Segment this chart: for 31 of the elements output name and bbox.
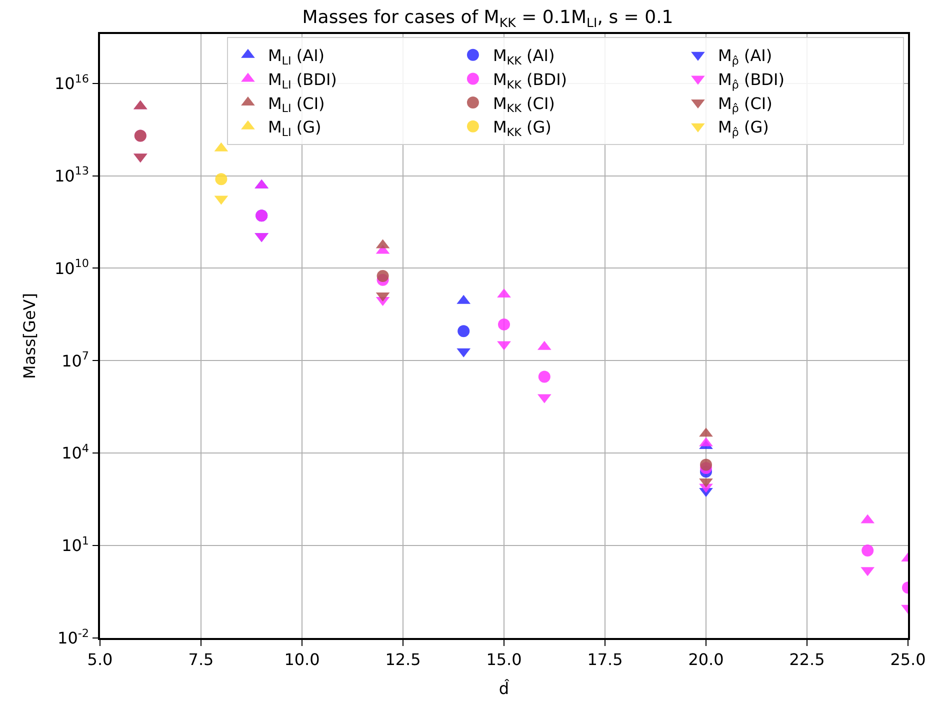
x-tick-label: 7.5 — [188, 650, 214, 669]
x-tick-label: 15.0 — [486, 650, 522, 669]
legend-label: M$_{KK}$ (BDI) — [492, 70, 568, 92]
y-tick-label: 10$^{7}$ — [62, 350, 90, 370]
legend-label: M$_{KK}$ (G) — [492, 118, 552, 139]
legend-label: M$_{LI}$ (CI) — [268, 94, 325, 116]
x-tick-label: 25.0 — [890, 650, 926, 669]
x-tick-label: 12.5 — [385, 650, 421, 669]
legend-label: M$_{LI}$ (BDI) — [268, 70, 337, 92]
x-tick-label: 5.0 — [87, 650, 113, 669]
legend-label: M$_{ρ̂}$ (BDI) — [718, 70, 784, 92]
y-tick-label: 10$^{13}$ — [54, 164, 90, 186]
y-tick-label: 10$^{10}$ — [54, 257, 90, 278]
x-tick-label: 22.5 — [789, 650, 825, 669]
legend-label: M$_{KK}$ (AI) — [492, 46, 555, 68]
legend-label: M$_{LI}$ (G) — [268, 118, 322, 139]
x-tick-label: 20.0 — [688, 650, 724, 669]
y-tick-label: 10$^{4}$ — [62, 442, 90, 463]
y-tick-label: 10$^{1}$ — [62, 534, 90, 556]
legend-label: M$_{KK}$ (CI) — [492, 94, 555, 116]
y-axis-title: Mass[GeV] — [20, 293, 39, 379]
x-tick-label: 10.0 — [284, 650, 320, 669]
legend-label: M$_{ρ̂}$ (CI) — [718, 94, 772, 116]
x-axis-title: d̂ — [498, 679, 510, 698]
legend-label: M$_{ρ̂}$ (G) — [718, 118, 769, 139]
y-tick-label: 10$^{-2}$ — [58, 626, 90, 648]
chart-title: Masses for cases of M$_{KK}$ = 0.1M$_{LI}$, s = 0.1 — [302, 7, 674, 30]
y-tick-label: 10$^{16}$ — [54, 72, 90, 93]
legend-label: M$_{LI}$ (AI) — [268, 46, 325, 68]
legend-label: M$_{ρ̂}$ (AI) — [718, 46, 772, 68]
x-tick-label: 17.5 — [587, 650, 623, 669]
